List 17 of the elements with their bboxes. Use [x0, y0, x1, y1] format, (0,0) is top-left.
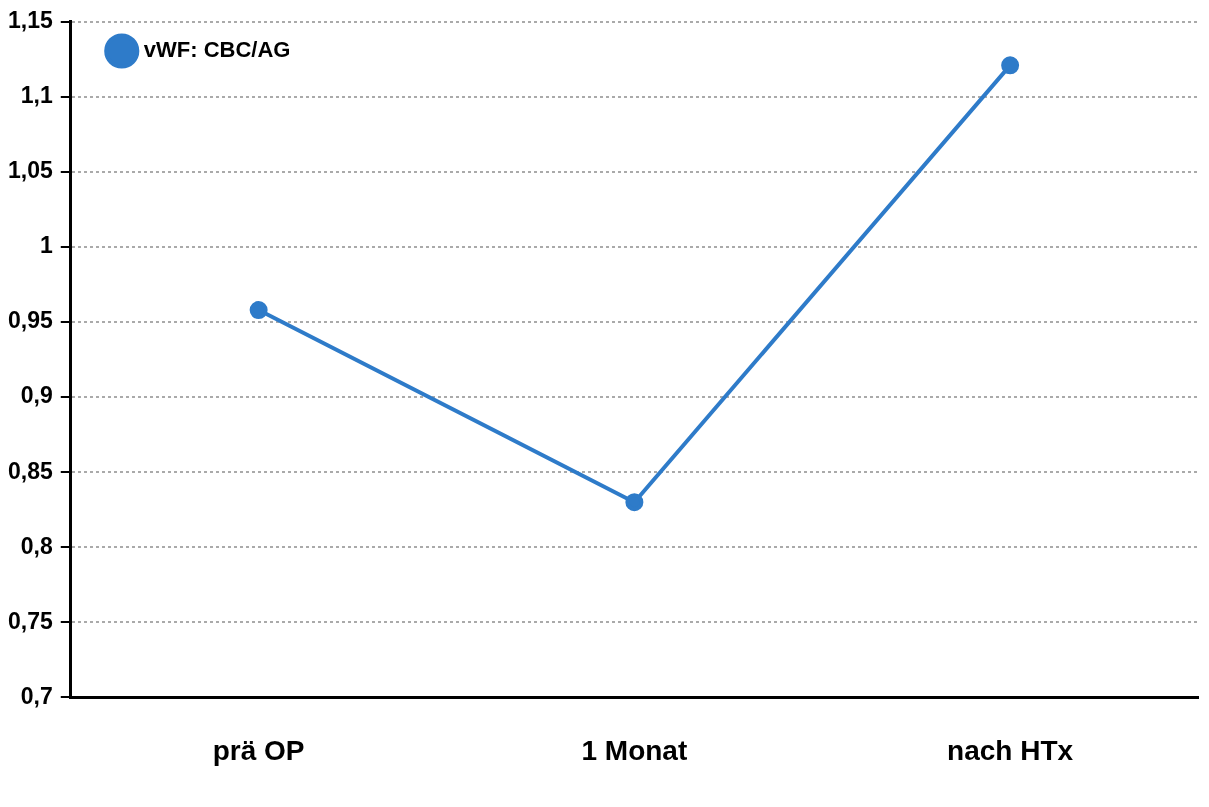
- x-tick-label: 1 Monat: [581, 734, 688, 766]
- y-tick-label: 0,95: [8, 307, 53, 334]
- y-tick-label: 0,7: [20, 682, 53, 709]
- point: [625, 493, 644, 512]
- y-tick-label: 0,8: [20, 532, 53, 559]
- y-tick-label: 0,9: [20, 382, 53, 409]
- y-tick-label: 1: [39, 232, 53, 259]
- x-tick-label: prä OP: [212, 734, 305, 766]
- y-tick-label: 0,85: [8, 457, 53, 484]
- y-tick-label: 0,75: [8, 607, 53, 634]
- y-tick-label: 1,15: [8, 7, 53, 34]
- y-tick-label: 1,05: [8, 157, 53, 184]
- y-tick-label: 1,1: [20, 82, 53, 109]
- point: [249, 301, 268, 320]
- legend-label: vWF: CBC/AG: [143, 37, 291, 63]
- x-tick-label: nach HTx: [947, 734, 1074, 766]
- point: [1001, 56, 1020, 75]
